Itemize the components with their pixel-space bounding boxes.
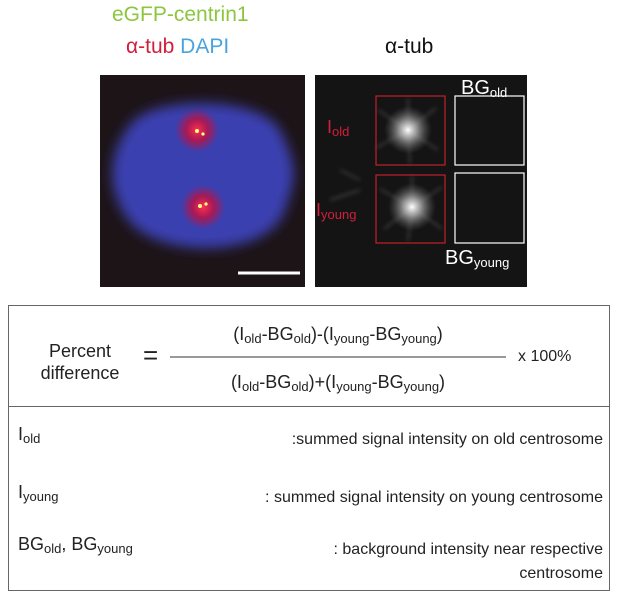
bg-old-box xyxy=(454,95,525,166)
subscript: young xyxy=(97,541,133,556)
subscript: young xyxy=(401,331,437,346)
text: I xyxy=(18,482,24,502)
subscript: old xyxy=(489,85,508,100)
term: BGold, BGyoung xyxy=(18,535,133,555)
text: -BG xyxy=(371,372,404,392)
formula-box xyxy=(8,305,610,591)
overlay-label: Iold xyxy=(327,118,349,138)
text: (I xyxy=(233,324,245,344)
label: α-tub DAPI xyxy=(126,36,229,57)
subscript: young xyxy=(336,379,372,394)
formula-label: Percent difference xyxy=(30,340,130,384)
text: -BG xyxy=(261,324,294,344)
bg-young-box xyxy=(454,172,525,244)
label: difference xyxy=(40,363,120,383)
label: α-tub xyxy=(126,35,175,58)
subscript: young xyxy=(333,331,370,346)
spot xyxy=(388,183,436,231)
overlay-label: BGyoung xyxy=(445,248,509,269)
subscript: young xyxy=(473,255,510,270)
factor: x 100% xyxy=(518,348,572,365)
label: eGFP-centrin1 xyxy=(112,3,249,26)
description: : summed signal intensity on young centr… xyxy=(265,489,603,506)
subscript: young xyxy=(403,379,440,394)
text: I xyxy=(18,424,24,444)
subscript: old xyxy=(23,431,41,446)
text: -BG xyxy=(369,324,402,344)
text: ) xyxy=(436,324,443,344)
subscript: old xyxy=(241,379,260,394)
term: Iyoung xyxy=(18,483,58,503)
centrosome xyxy=(181,185,225,229)
subscript: old xyxy=(332,124,350,139)
roi-young xyxy=(375,174,446,244)
roi-old xyxy=(375,95,446,166)
text: BG xyxy=(18,534,45,554)
text: -BG xyxy=(259,372,292,392)
label: α-tub xyxy=(385,35,434,58)
description: :summed signal intensity on old centroso… xyxy=(291,431,603,448)
text: , BG xyxy=(61,534,98,554)
subscript: old xyxy=(44,541,62,556)
subscript: old xyxy=(293,331,311,346)
nucleus xyxy=(112,103,294,249)
fraction-line xyxy=(170,356,506,358)
description: : background intensity near respective c… xyxy=(333,541,603,582)
text: BG xyxy=(445,247,474,269)
label: DAPI xyxy=(180,35,230,58)
subscript: old xyxy=(291,379,309,394)
equals: = xyxy=(143,340,159,370)
overlay-label: Iyoung xyxy=(316,201,356,221)
numerator: (Iold-BGold)-(Iyoung-BGyoung) xyxy=(170,325,506,345)
spot xyxy=(384,106,432,154)
denominator: (Iold-BGold)+(Iyoung-BGyoung) xyxy=(170,373,506,393)
text: I xyxy=(327,117,333,137)
text: I xyxy=(316,200,322,220)
text: ) xyxy=(439,372,446,392)
text: (I xyxy=(230,372,242,392)
subscript: old xyxy=(244,331,262,346)
subscript: young xyxy=(23,489,59,504)
micrographs xyxy=(100,75,527,287)
divider xyxy=(8,406,610,407)
subscript: young xyxy=(321,207,357,222)
text: )-(I xyxy=(310,324,334,344)
text: BG xyxy=(461,77,490,99)
label: Percent xyxy=(48,341,112,361)
overlay-label: BGold xyxy=(461,78,507,99)
term: Iold xyxy=(18,425,40,445)
text: )+(I xyxy=(308,372,337,392)
